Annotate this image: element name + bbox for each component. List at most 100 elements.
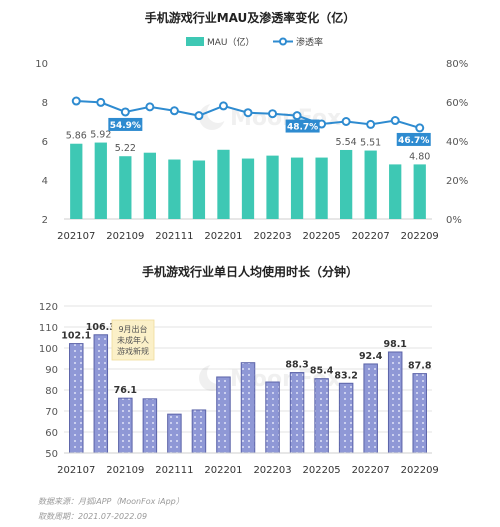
- chart1-x-tick: 202111: [155, 231, 193, 242]
- chart1-x-tick: 202201: [204, 231, 242, 242]
- chart1-x-tick: 202109: [106, 231, 144, 242]
- mau-bar: [192, 160, 206, 219]
- mau-bar: [241, 158, 255, 219]
- rate-data-label: 48.7%: [285, 119, 320, 133]
- chart2-x-tick: 202207: [352, 465, 390, 476]
- rate-point: [194, 111, 204, 121]
- rate-label-bg: [285, 119, 320, 133]
- duration-data-label: 87.8: [408, 361, 432, 372]
- mau-bar: [389, 164, 402, 219]
- data-source-note: 数据来源：月狐iAPP（MoonFox iApp）: [38, 497, 184, 506]
- rate-point: [366, 119, 376, 129]
- annotation-text: 9月出台: [118, 324, 147, 334]
- duration-bar: [363, 363, 378, 454]
- mau-bar: [168, 159, 181, 219]
- chart2-x-tick: 202107: [57, 465, 95, 476]
- rate-data-label: 54.9%: [108, 117, 143, 131]
- chart1-right-tick: 40%: [446, 137, 468, 148]
- mau-bar: [413, 164, 426, 219]
- chart1-left-tick: 2: [42, 215, 48, 226]
- mau-data-label: 4.80: [409, 151, 430, 162]
- rate-data-label: 46.7%: [396, 132, 431, 146]
- chart2-title: 手机游戏行业单日人均使用时长（分钟）: [142, 264, 358, 279]
- rate-label-text: 48.7%: [287, 123, 318, 133]
- duration-data-label: 98.1: [383, 339, 406, 350]
- duration-bar: [412, 373, 427, 454]
- chart1-left-tick: 4: [42, 176, 48, 187]
- duration-bar: [142, 398, 158, 454]
- chart2-y-tick: 70: [45, 407, 58, 418]
- duration-data-label: 106.3: [86, 322, 116, 333]
- annotation-text: 未成年人: [117, 335, 149, 345]
- mau-data-label: 5.86: [66, 131, 87, 142]
- annotation-text: 游戏新规: [117, 346, 149, 356]
- chart1-x-tick: 202207: [352, 231, 390, 242]
- chart2-y-tick: 100: [39, 344, 58, 355]
- chart2-y-tick: 80: [45, 386, 58, 397]
- mau-bar: [70, 143, 83, 219]
- chart1-x-tick: 202205: [303, 231, 341, 242]
- duration-bar: [167, 413, 182, 454]
- rate-point: [169, 106, 179, 116]
- moonfox-logo-icon: [199, 104, 225, 130]
- chart1-right-tick: 0%: [446, 215, 462, 226]
- mau-bar: [364, 150, 377, 219]
- chart2-x-tick: 202209: [401, 465, 439, 476]
- chart1-legend: MAU（亿） 渗透率: [186, 36, 323, 48]
- mau-data-label: 5.54: [336, 137, 357, 148]
- chart1-right-tick: 80%: [446, 59, 468, 70]
- legend-mau-swatch: [186, 37, 204, 46]
- chart1-left-tick: 6: [42, 137, 48, 148]
- chart1-left-tick: 8: [42, 98, 48, 109]
- rate-point: [243, 108, 253, 118]
- duration-bar: [93, 334, 109, 454]
- duration-bar: [69, 343, 84, 454]
- chart1-title: 手机游戏行业MAU及渗透率变化（亿）: [145, 10, 356, 25]
- rate-point: [218, 101, 228, 111]
- mau-bar: [315, 157, 328, 219]
- chart1-right-tick: 20%: [446, 176, 468, 187]
- duration-bar: [240, 362, 256, 454]
- duration-data-label: 102.1: [61, 331, 91, 342]
- chart2-x-tick: 202201: [204, 465, 242, 476]
- duration-data-label: 88.3: [285, 360, 308, 371]
- annotation-bg: [111, 319, 155, 361]
- duration-bar: [265, 381, 280, 454]
- chart2-y-tick: 60: [45, 428, 58, 439]
- duration-bar: [191, 409, 207, 454]
- rate-point: [341, 117, 351, 126]
- duration-bar: [289, 372, 305, 454]
- mau-bar: [266, 155, 279, 219]
- legend-rate-marker: [279, 37, 287, 46]
- duration-bar: [118, 397, 133, 454]
- chart2-x-tick: 202109: [106, 465, 144, 476]
- duration-bar: [387, 351, 403, 454]
- rate-label-text: 46.7%: [398, 136, 429, 146]
- rate-point: [145, 102, 155, 112]
- mau-bar: [340, 149, 353, 219]
- chart1-right-tick: 60%: [446, 98, 468, 109]
- rate-point: [390, 116, 400, 126]
- rate-label-bg: [108, 117, 143, 131]
- mau-bar: [119, 156, 132, 219]
- legend-mau-label: MAU（亿）: [207, 36, 255, 48]
- rate-label-bg: [396, 132, 431, 146]
- rate-point: [268, 109, 278, 119]
- chart1-left-tick: 10: [35, 59, 48, 70]
- mau-data-label: 5.92: [90, 130, 111, 141]
- rate-point: [71, 96, 81, 106]
- chart2-y-tick: 90: [45, 365, 58, 376]
- chart2-y-tick: 110: [39, 323, 58, 334]
- chart1-x-tick: 202203: [253, 231, 291, 242]
- duration-data-label: 83.2: [334, 370, 357, 381]
- data-period-note: 取数周期：2021.07-2022.09: [38, 512, 148, 521]
- chart2-y-tick: 120: [39, 302, 58, 313]
- rate-point: [292, 111, 302, 121]
- chart2-x-tick: 202203: [253, 465, 291, 476]
- legend-rate-label: 渗透率: [296, 36, 323, 48]
- mau-bar: [217, 149, 230, 219]
- chart2-x-tick: 202111: [155, 465, 193, 476]
- rate-point: [120, 107, 130, 117]
- duration-data-label: 85.4: [310, 366, 334, 377]
